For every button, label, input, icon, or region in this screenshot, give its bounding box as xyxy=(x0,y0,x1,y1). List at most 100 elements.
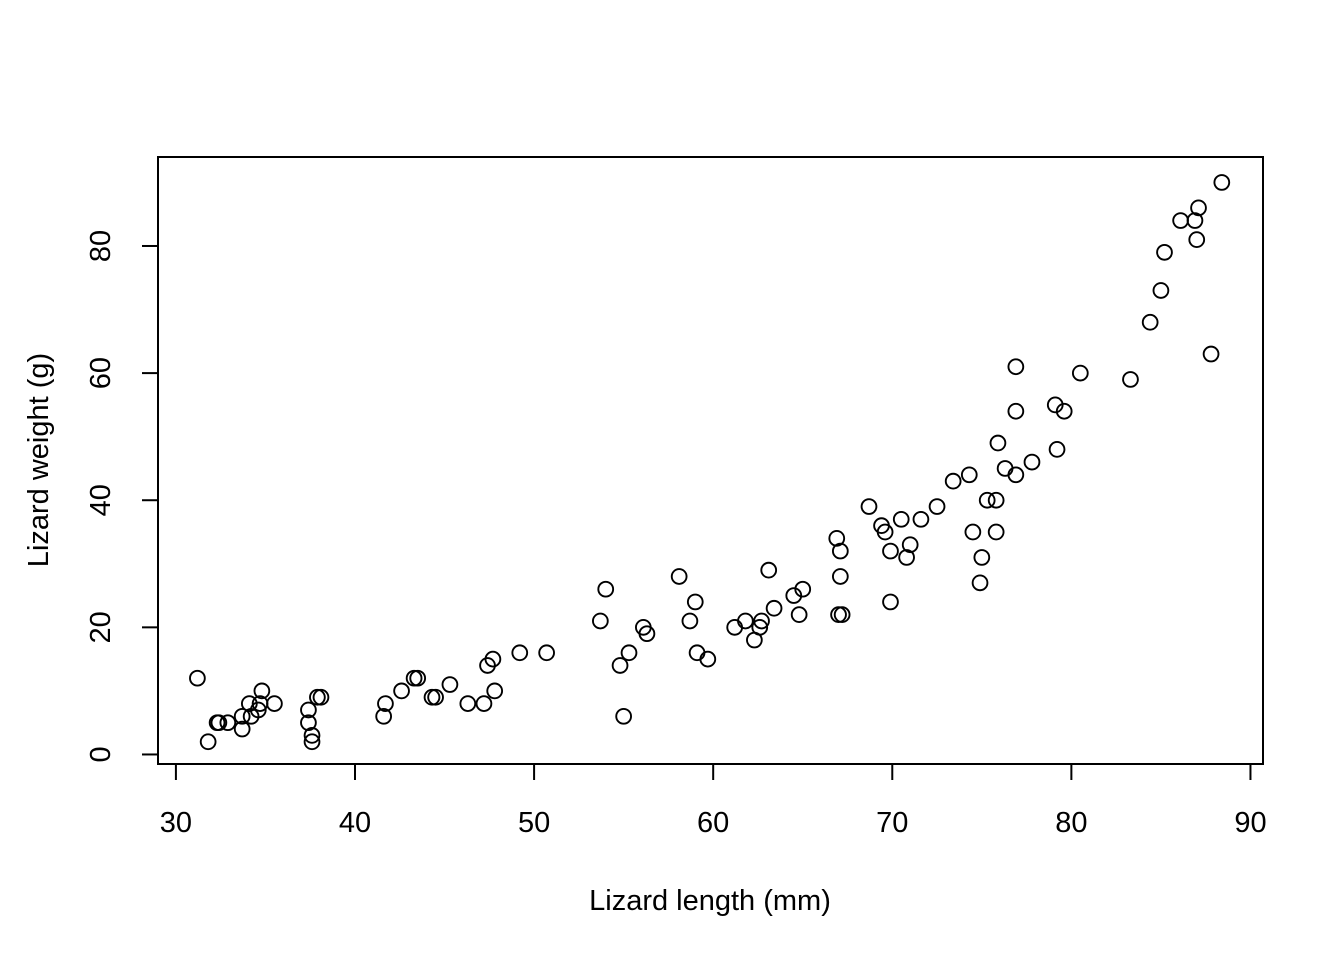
data-point xyxy=(765,599,783,617)
data-point xyxy=(393,682,410,700)
data-point xyxy=(790,606,808,623)
data-point xyxy=(210,714,228,732)
data-point xyxy=(1186,212,1204,229)
data-point xyxy=(882,593,899,611)
data-point xyxy=(1055,402,1073,420)
data-point xyxy=(831,568,849,585)
data-point xyxy=(441,676,459,693)
data-point xyxy=(928,498,946,515)
x-tick-label: 50 xyxy=(518,807,550,839)
data-point xyxy=(828,530,846,547)
data-point xyxy=(989,434,1007,452)
data-point xyxy=(1048,441,1066,458)
data-point xyxy=(375,707,393,725)
data-point xyxy=(944,472,962,490)
y-axis-label: Lizard weight (g) xyxy=(23,353,55,567)
data-point xyxy=(615,707,632,725)
y-axis: 0 20 40 60 80 xyxy=(85,230,159,763)
data-point xyxy=(688,644,706,662)
x-tick-label: 70 xyxy=(876,807,908,839)
data-point xyxy=(538,644,555,662)
data-point xyxy=(1023,453,1041,471)
data-point xyxy=(699,650,717,668)
data-point xyxy=(300,701,317,719)
data-point xyxy=(686,593,704,611)
data-point xyxy=(1141,313,1159,331)
data-point xyxy=(233,707,251,725)
data-point xyxy=(964,523,982,541)
data-point xyxy=(912,510,930,528)
data-point xyxy=(670,568,688,585)
data-point xyxy=(1071,364,1089,382)
data-point xyxy=(726,618,744,636)
data-point xyxy=(638,625,656,643)
data-point xyxy=(592,612,609,630)
data-point xyxy=(1202,345,1220,363)
data-point xyxy=(303,727,321,744)
data-point xyxy=(423,688,441,706)
data-point xyxy=(620,644,638,662)
data-point xyxy=(303,733,321,751)
x-tick-label: 60 xyxy=(697,807,729,839)
data-point xyxy=(597,580,615,598)
data-point xyxy=(737,612,754,630)
data-point xyxy=(973,549,991,566)
x-tick-label: 80 xyxy=(1055,807,1087,839)
data-point xyxy=(511,644,529,662)
data-point xyxy=(219,714,237,732)
data-point xyxy=(1007,402,1025,420)
data-point xyxy=(831,542,849,560)
data-point xyxy=(189,669,206,687)
data-point xyxy=(427,688,444,706)
x-tick-label: 90 xyxy=(1234,807,1266,839)
y-tick-label: 60 xyxy=(85,357,117,389)
data-point xyxy=(830,606,847,623)
data-point xyxy=(249,701,267,719)
data-point xyxy=(199,733,217,751)
data-point xyxy=(309,688,326,706)
data-point xyxy=(1172,212,1189,229)
y-tick-label: 20 xyxy=(85,611,117,643)
y-tick-label: 80 xyxy=(85,230,117,262)
data-point xyxy=(611,657,629,674)
data-point xyxy=(978,491,996,509)
data-point xyxy=(1156,243,1173,261)
data-points xyxy=(189,174,1231,751)
x-axis-label: Lizard length (mm) xyxy=(589,885,831,917)
data-point xyxy=(996,460,1014,477)
data-point xyxy=(751,618,769,636)
data-point xyxy=(898,549,915,566)
y-tick-label: 40 xyxy=(85,484,117,516)
data-point xyxy=(312,688,330,706)
data-point xyxy=(486,682,504,700)
data-point xyxy=(833,606,851,623)
data-point xyxy=(971,574,989,592)
data-point xyxy=(794,580,812,598)
data-point xyxy=(753,612,770,630)
x-axis: 30 40 50 60 70 80 90 xyxy=(160,763,1267,839)
data-point xyxy=(892,510,910,528)
data-point xyxy=(882,542,899,560)
data-point xyxy=(987,491,1005,509)
x-tick-label: 40 xyxy=(339,807,371,839)
data-point xyxy=(409,669,427,687)
data-point xyxy=(876,523,894,541)
data-point xyxy=(253,682,271,700)
data-point xyxy=(901,536,919,554)
data-point xyxy=(960,466,978,484)
data-point xyxy=(266,695,283,712)
data-point xyxy=(233,720,251,738)
data-point xyxy=(681,612,699,630)
data-point xyxy=(300,714,317,732)
data-point xyxy=(860,498,878,515)
data-point xyxy=(475,695,493,712)
data-point xyxy=(405,669,423,687)
data-point xyxy=(1188,231,1206,248)
data-point xyxy=(1190,199,1207,217)
data-point xyxy=(484,650,502,668)
data-point xyxy=(1152,282,1170,299)
y-tick-label: 0 xyxy=(85,746,117,762)
data-point xyxy=(377,695,394,712)
plot-frame xyxy=(157,156,1264,765)
